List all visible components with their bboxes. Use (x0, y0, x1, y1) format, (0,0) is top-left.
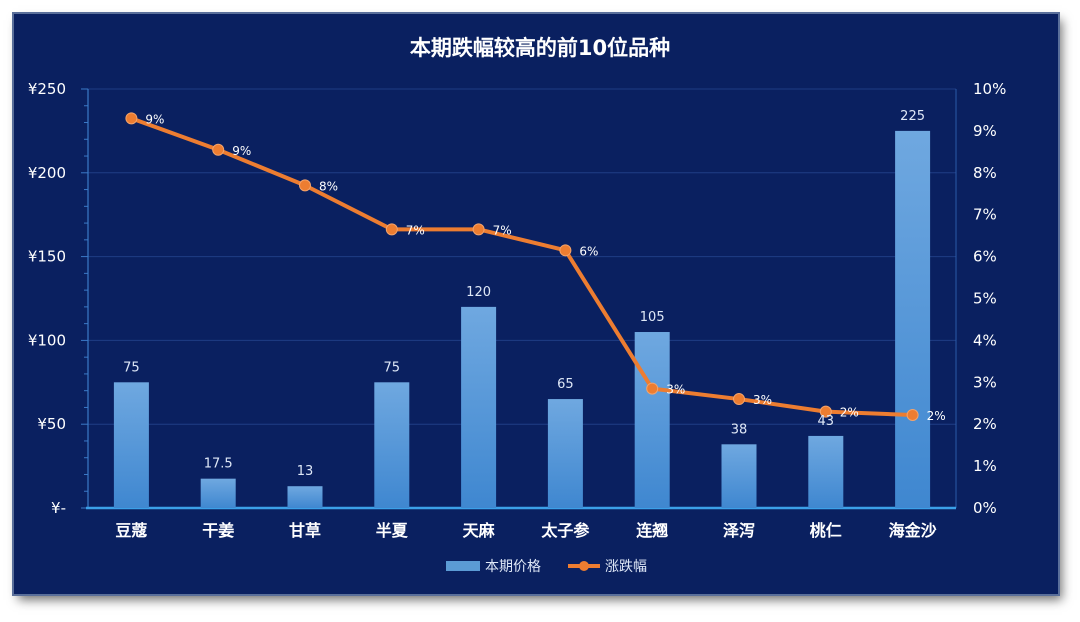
bar-value-label: 120 (466, 285, 491, 300)
right-tick-label: 8% (973, 164, 997, 182)
right-tick-label: 6% (973, 248, 997, 266)
chart-frame (14, 14, 1058, 594)
chart-title: 本期跌幅较高的前10位品种 (410, 36, 670, 60)
legend: 本期价格 涨跌幅 (446, 559, 647, 575)
category-label: 豆蔻 (115, 521, 147, 540)
grid-lines (88, 88, 956, 425)
line-point (906, 408, 919, 421)
line-value-label: 9% (232, 144, 251, 158)
category-label: 半夏 (376, 521, 409, 540)
left-tick-label: ¥150 (28, 248, 66, 266)
legend-line-label: 涨跌幅 (605, 559, 647, 575)
bar (721, 444, 757, 508)
category-label: 海金沙 (889, 521, 937, 540)
line-point (472, 223, 485, 236)
bar-value-label: 13 (297, 464, 314, 479)
bar (200, 478, 236, 508)
category-label: 泽泻 (723, 521, 755, 540)
category-label: 太子参 (540, 521, 590, 540)
right-tick-label: 5% (973, 290, 997, 308)
line-value-label: 9% (145, 112, 164, 126)
line-point (125, 112, 138, 125)
right-tick-label: 3% (973, 373, 997, 391)
category-label: 桃仁 (810, 521, 842, 540)
bar-value-label: 17.5 (204, 457, 233, 472)
bar (113, 382, 149, 508)
bar (374, 382, 410, 508)
line-value-label: 3% (666, 383, 685, 397)
change-line (129, 116, 915, 417)
category-label: 连翘 (636, 521, 668, 540)
bar-series (113, 130, 931, 508)
bar-value-label: 75 (123, 360, 140, 375)
line-point (819, 405, 832, 418)
line-value-label: 6% (579, 244, 598, 258)
bar (461, 306, 497, 508)
bar-value-label: 43 (818, 414, 835, 429)
legend-bar-label: 本期价格 (485, 559, 541, 575)
line-value-label: 7% (493, 223, 512, 237)
bar (287, 486, 323, 508)
left-tick-label: ¥250 (28, 80, 66, 98)
line-value-label: 2% (840, 406, 859, 420)
line-point (646, 382, 659, 395)
right-tick-label: 9% (973, 122, 997, 140)
bar (547, 399, 583, 508)
line-value-label: 2% (927, 409, 946, 423)
left-tick-label: ¥- (51, 499, 66, 517)
left-tick-label: ¥200 (28, 164, 66, 182)
bar-value-label: 75 (384, 360, 401, 375)
line-value-label: 7% (406, 223, 425, 237)
bar (634, 332, 670, 508)
left-tick-label: ¥100 (28, 331, 66, 349)
right-tick-label: 0% (973, 499, 997, 517)
line-point (299, 179, 311, 192)
line-series (125, 112, 919, 421)
bar-value-label: 225 (900, 109, 925, 124)
left-tick-label: ¥50 (37, 415, 66, 433)
data-labels: 75 17.5 13 75 120 65 105 38 43 225 9% 9% 8% 7% 7% 6% 3% 3… (123, 109, 946, 479)
bar-value-label: 65 (557, 377, 574, 392)
bar-value-label: 105 (640, 310, 665, 325)
line-value-label: 8% (319, 179, 338, 193)
legend-bar-swatch (446, 561, 480, 571)
right-tick-label: 4% (973, 331, 997, 349)
legend-line-marker (579, 561, 589, 571)
line-value-label: 3% (753, 393, 772, 407)
right-tick-label: 2% (973, 415, 997, 433)
bar (808, 435, 844, 508)
right-tick-label: 7% (973, 206, 997, 224)
bar (895, 130, 931, 508)
right-tick-label: 10% (973, 80, 1006, 98)
bar-value-label: 38 (731, 422, 748, 437)
line-point (733, 393, 745, 406)
right-tick-label: 1% (973, 457, 997, 475)
axes: ¥- ¥50 ¥100 ¥150 ¥200 ¥250 0% 1% 2% 3% 4% 5% 6% 7% 8% 9… (28, 80, 1007, 540)
line-point (559, 244, 572, 257)
category-label: 甘草 (289, 521, 321, 540)
category-label: 天麻 (463, 521, 496, 540)
line-point (212, 143, 225, 156)
category-label: 干姜 (202, 521, 234, 540)
line-point (385, 223, 398, 236)
